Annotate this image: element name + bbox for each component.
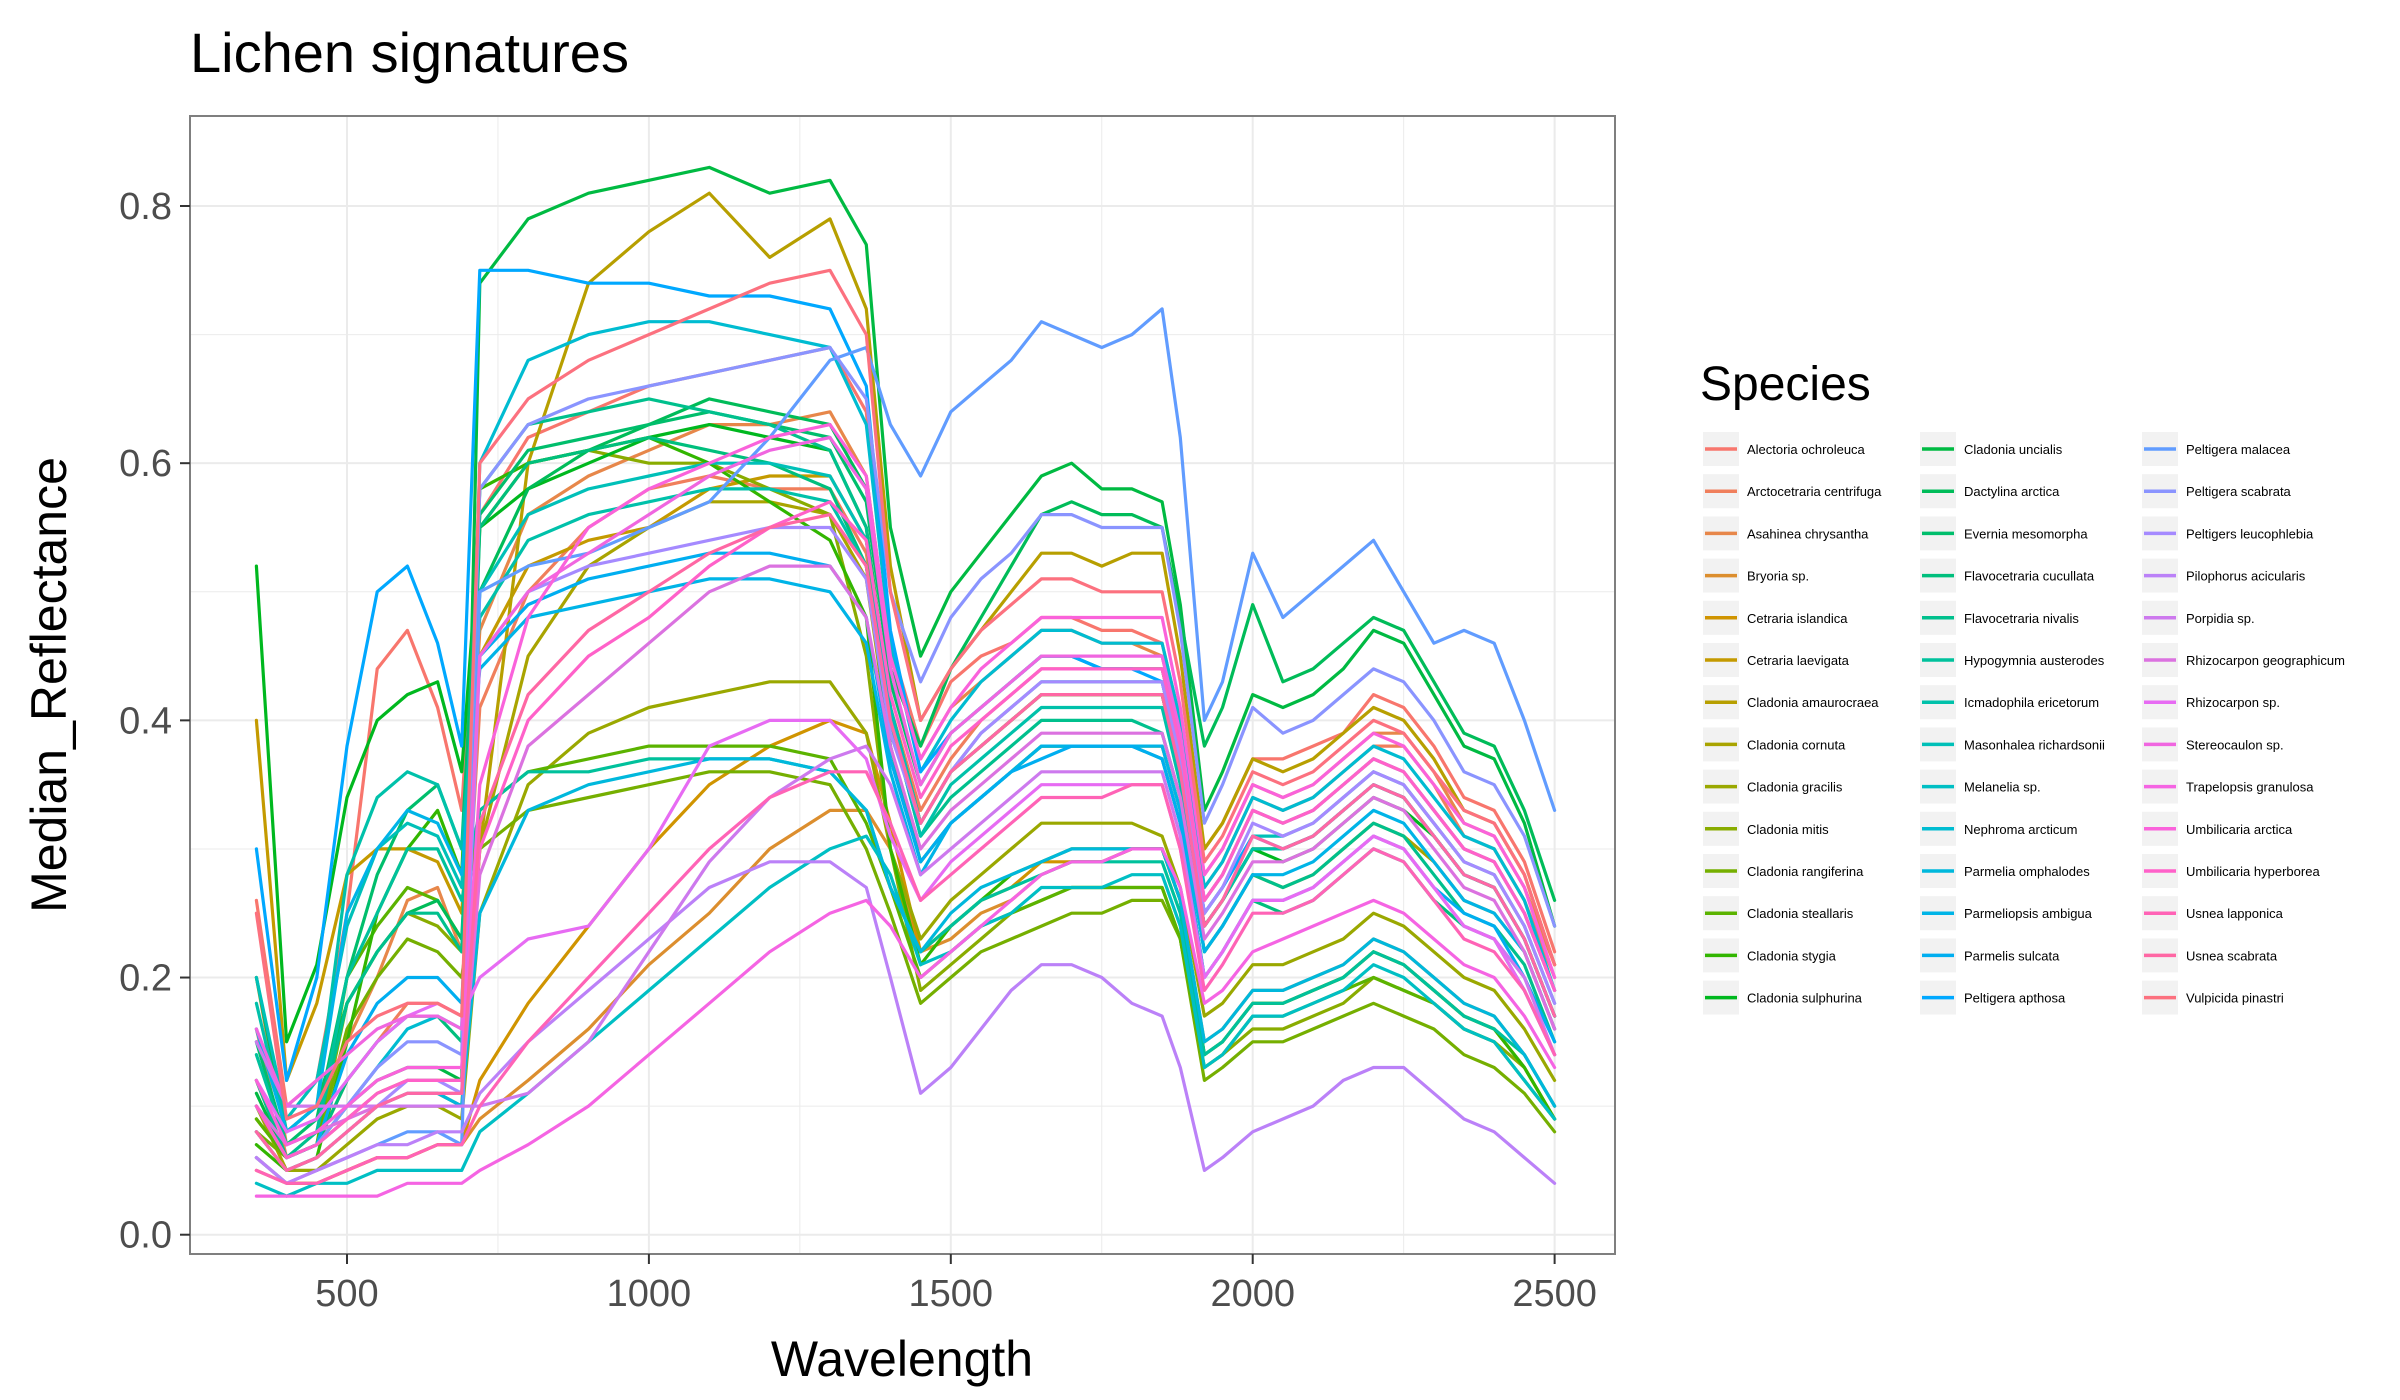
y-tick-label: 0.2 <box>119 958 172 1000</box>
y-axis-title: Median_Reflectance <box>21 457 77 913</box>
legend-label: Peltigera malacea <box>2186 442 2291 457</box>
legend-label: Porpidia sp. <box>2186 611 2255 626</box>
series-line-0 <box>254 345 1557 1108</box>
legend-label: Asahinea chrysantha <box>1747 526 1869 541</box>
series-line-31 <box>254 860 1557 1185</box>
legend-label: Umbilicaria arctica <box>2186 822 2293 837</box>
legend-label: Rhizocarpon sp. <box>2186 695 2280 710</box>
legend-label: Stereocaulon sp. <box>2186 737 2284 752</box>
x-tick-label: 1500 <box>909 1273 994 1315</box>
series-line-10 <box>254 770 1557 1160</box>
series-line-29 <box>254 345 1557 1160</box>
legend-label: Peltigera scabrata <box>2186 484 2292 499</box>
legend-label: Evernia mesomorpha <box>1964 526 2088 541</box>
legend-label: Trapelopsis granulosa <box>2186 780 2314 795</box>
legend-label: Rhizocarpon geographicum <box>2186 653 2345 668</box>
x-tick-label: 2000 <box>1210 1273 1295 1315</box>
series-line-14 <box>254 165 1557 1160</box>
legend-label: Bryoria sp. <box>1747 569 1809 584</box>
series-lines <box>254 165 1557 1198</box>
legend-label: Cladonia mitis <box>1747 822 1829 837</box>
legend-label: Usnea scabrata <box>2186 948 2278 963</box>
legend-label: Cladonia gracilis <box>1747 780 1843 795</box>
series-line-22 <box>254 834 1557 1198</box>
legend-label: Cladonia uncialis <box>1964 442 2063 457</box>
legend-label: Parmeliopsis ambigua <box>1964 906 2093 921</box>
legend-label: Flavocetraria nivalis <box>1964 611 2079 626</box>
series-line-38 <box>254 500 1557 1160</box>
chart-title: Lichen signatures <box>190 21 629 84</box>
legend-label: Masonhalea richardsonii <box>1964 737 2105 752</box>
legend-label: Icmadophila ericetorum <box>1964 695 2099 710</box>
legend-label: Pilophorus acicularis <box>2186 569 2306 584</box>
legend-label: Cladonia amaurocraea <box>1747 695 1879 710</box>
legend-label: Cetraria islandica <box>1747 611 1848 626</box>
legend-label: Cladonia rangiferina <box>1747 864 1864 879</box>
y-tick-label: 0.6 <box>119 443 172 485</box>
plot-panel-border <box>189 115 1616 1255</box>
legend-label: Usnea lapponica <box>2186 906 2284 921</box>
series-line-28 <box>254 307 1557 1185</box>
legend-label: Parmelis sulcata <box>1964 948 2060 963</box>
legend-label: Cetraria laevigata <box>1747 653 1850 668</box>
legend-label: Hypogymnia austerodes <box>1964 653 2105 668</box>
series-line-18 <box>254 397 1557 1160</box>
x-tick-label: 2500 <box>1512 1273 1597 1315</box>
x-tick-label: 500 <box>315 1273 378 1315</box>
series-line-19 <box>254 757 1557 1147</box>
legend-label: Nephroma arcticum <box>1964 822 2077 837</box>
series-line-36 <box>254 847 1557 1198</box>
series-line-40 <box>254 512 1557 1173</box>
series-line-30 <box>254 525 1557 1173</box>
legend-label: Vulpicida pinastri <box>2186 991 2284 1006</box>
series-line-39 <box>254 770 1557 1185</box>
legend-label: Peltigera apthosa <box>1964 991 2066 1006</box>
legend-title: Species <box>1700 358 1871 411</box>
series-line-37 <box>254 423 1557 1147</box>
series-line-41 <box>254 268 1557 1121</box>
legend-label: Cladonia cornuta <box>1747 737 1846 752</box>
legend-label: Cladonia sulphurina <box>1747 991 1863 1006</box>
legend-label: Melanelia sp. <box>1964 780 2041 795</box>
axes: 500 1000 1500 2000 2500 0.0 0.2 0.4 0.6 0.8 <box>119 186 1597 1315</box>
x-axis-title: Wavelength <box>771 1331 1033 1387</box>
series-line-24 <box>254 757 1557 1173</box>
y-tick-label: 0.0 <box>119 1215 172 1257</box>
legend-label: Cladonia stygia <box>1747 948 1837 963</box>
legend: Species Alectoria ochroleuca Arctocetrari… <box>1700 358 2345 1015</box>
legend-label: Parmelia omphalodes <box>1964 864 2090 879</box>
legend-label: Umbilicaria hyperborea <box>2186 864 2320 879</box>
legend-label: Cladonia steallaris <box>1747 906 1854 921</box>
legend-label: Flavocetraria cucullata <box>1964 569 2095 584</box>
legend-label: Alectoria ochroleuca <box>1747 442 1866 457</box>
series-line-8 <box>254 680 1557 1173</box>
y-tick-label: 0.8 <box>119 186 172 228</box>
legend-label: Dactylina arctica <box>1964 484 2060 499</box>
series-line-15 <box>254 397 1557 1134</box>
series-line-9 <box>254 448 1557 1160</box>
legend-label: Peltigers leucophlebia <box>2186 526 2314 541</box>
y-tick-label: 0.4 <box>119 700 172 742</box>
x-tick-label: 1000 <box>607 1273 692 1315</box>
legend-label: Arctocetraria centrifuga <box>1747 484 1882 499</box>
